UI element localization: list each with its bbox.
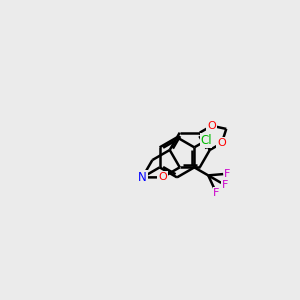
Text: O: O: [218, 138, 226, 148]
Text: N: N: [138, 171, 147, 184]
Text: O: O: [158, 172, 167, 182]
Text: O: O: [207, 121, 216, 131]
Text: F: F: [222, 180, 228, 190]
Text: F: F: [224, 169, 231, 179]
Text: Cl: Cl: [200, 134, 212, 147]
Text: F: F: [213, 188, 220, 198]
